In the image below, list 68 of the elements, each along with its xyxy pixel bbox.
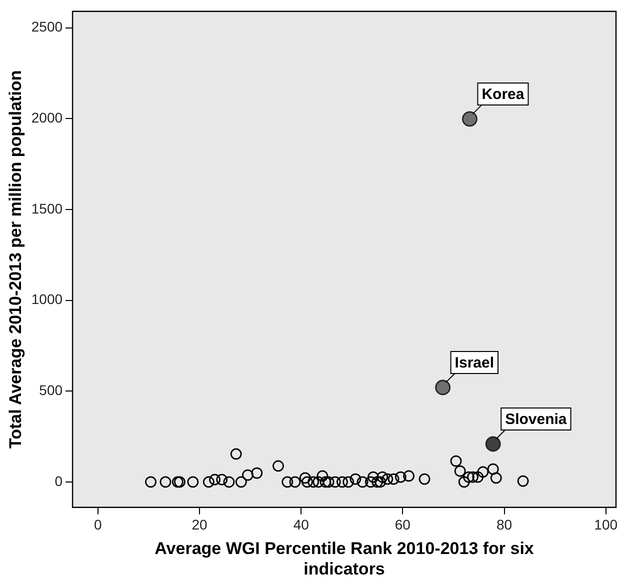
annotation: Israel (454, 354, 494, 372)
point (242, 469, 254, 481)
y-tick-label: 0 (54, 472, 63, 489)
annotation: Slovenia (505, 411, 568, 428)
point (336, 476, 348, 488)
x-tick-label: 100 (594, 516, 618, 533)
point (394, 471, 406, 483)
point (235, 476, 247, 488)
point (202, 476, 214, 488)
point (342, 476, 354, 488)
point (485, 436, 501, 452)
point (320, 476, 332, 488)
point (462, 111, 478, 127)
point (477, 466, 489, 478)
point (282, 476, 294, 488)
point (376, 471, 388, 483)
point (388, 473, 400, 485)
point (350, 473, 362, 485)
point (272, 460, 284, 472)
point (187, 476, 199, 488)
point (308, 476, 319, 488)
point (251, 467, 263, 479)
point (374, 476, 386, 488)
point (172, 476, 184, 488)
point (230, 448, 242, 460)
y-axis-title: Total Average 2010-2013 per million population (6, 70, 25, 448)
x-axis-title: Average WGI Percentile Rank 2010-2013 for six indicators (154, 539, 534, 578)
point (372, 476, 383, 488)
point (403, 470, 414, 482)
point (364, 476, 376, 488)
y-tick-label: 500 (39, 382, 63, 398)
point (356, 476, 368, 488)
point (487, 463, 499, 475)
annotation: Korea (482, 86, 525, 104)
y-tick-label: 2000 (31, 109, 63, 126)
point (454, 465, 466, 477)
point (450, 455, 462, 467)
point (301, 476, 313, 488)
point (368, 471, 379, 483)
point (160, 476, 172, 488)
point (418, 473, 430, 485)
point (216, 474, 228, 486)
point (174, 476, 186, 488)
point (472, 471, 484, 483)
point (435, 380, 451, 396)
y-tick-label: 1500 (31, 200, 63, 216)
x-tick-label: 20 (192, 516, 208, 533)
point (299, 472, 311, 484)
x-tick-label: 60 (394, 516, 411, 533)
point (145, 476, 156, 488)
point (463, 471, 474, 483)
point (329, 476, 341, 488)
y-tick-label: 1000 (31, 291, 63, 308)
point (316, 470, 328, 482)
point (517, 475, 529, 487)
point (490, 472, 502, 484)
y-tick-label: 2500 (31, 18, 63, 35)
point (467, 471, 478, 483)
x-tick-label: 40 (293, 516, 310, 533)
point (209, 474, 220, 486)
point (312, 476, 324, 488)
point (322, 476, 334, 488)
point (223, 476, 235, 488)
point (458, 476, 470, 488)
point (289, 476, 301, 488)
point (382, 473, 394, 485)
x-tick-label: 80 (496, 516, 512, 533)
x-tick-label: 0 (94, 516, 102, 533)
